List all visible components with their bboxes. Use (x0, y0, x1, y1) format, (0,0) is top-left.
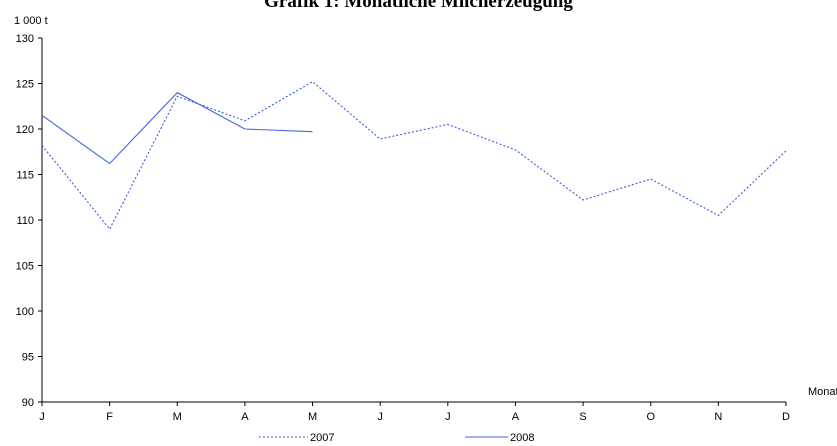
y-tick-label: 130 (16, 33, 34, 45)
data-point-2007 (650, 178, 652, 180)
x-tick-label: A (512, 411, 520, 423)
y-tick-label: 100 (16, 306, 34, 318)
data-point-2007 (311, 80, 313, 82)
data-point-2008 (108, 162, 110, 164)
data-point-2007 (514, 149, 516, 151)
chart-title: Grafik 1: Monatliche Milcherzeugung (264, 0, 573, 12)
x-tick-label: F (106, 411, 113, 423)
data-point-2008 (244, 128, 246, 130)
y-tick-label: 125 (16, 79, 34, 91)
data-point-2007 (447, 123, 449, 125)
y-tick-label: 105 (16, 261, 34, 273)
legend-label-2007: 2007 (310, 432, 334, 444)
x-axis-label: Monat (808, 386, 837, 398)
data-point-2007 (41, 144, 43, 146)
x-tick-label: J (39, 411, 45, 423)
data-point-2007 (582, 199, 584, 201)
y-axis-label: 1 000 t (14, 15, 48, 27)
data-point-2007 (176, 95, 178, 97)
x-tick-label: S (579, 411, 586, 423)
y-tick-label: 90 (22, 397, 34, 409)
data-point-2007 (717, 214, 719, 216)
data-point-2008 (176, 91, 178, 93)
data-point-2007 (379, 138, 381, 140)
data-point-2008 (311, 131, 313, 133)
x-tick-label: D (782, 411, 790, 423)
x-tick-label: M (173, 411, 182, 423)
x-tick-label: A (241, 411, 249, 423)
x-tick-label: M (308, 411, 317, 423)
data-point-2008 (41, 114, 43, 116)
series-line-2008 (41, 91, 313, 165)
series-line-2007 (41, 81, 787, 231)
x-tick-label: N (714, 411, 722, 423)
data-point-2007 (244, 120, 246, 122)
y-tick-label: 110 (16, 215, 34, 227)
data-point-2007 (785, 150, 787, 152)
y-tick-label: 95 (22, 352, 34, 364)
x-tick-label: J (377, 411, 383, 423)
y-tick-label: 115 (16, 170, 34, 182)
x-tick-label: O (646, 411, 655, 423)
y-tick-label: 120 (16, 124, 34, 136)
legend-label-2008: 2008 (510, 432, 534, 444)
x-tick-label: J (445, 411, 451, 423)
data-point-2007 (108, 228, 110, 230)
